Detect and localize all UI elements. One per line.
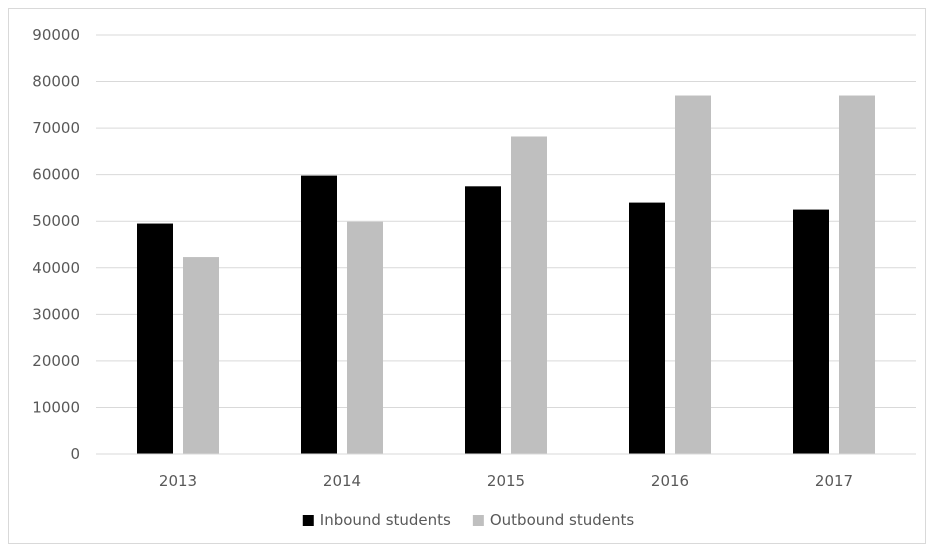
bar-outbound-students-2017 — [839, 95, 875, 455]
y-tick-label: 0 — [70, 445, 80, 463]
y-tick-label: 10000 — [32, 398, 80, 416]
bar-inbound-students-2013 — [137, 223, 173, 454]
bar-inbound-students-2015 — [465, 186, 501, 455]
bar-inbound-students-2014 — [301, 175, 337, 454]
y-tick-label: 60000 — [32, 166, 80, 184]
y-tick-label: 30000 — [32, 305, 80, 323]
bars — [137, 95, 875, 455]
legend-swatch-outbound-students — [472, 515, 484, 526]
bar-inbound-students-2017 — [793, 209, 829, 454]
bar-outbound-students-2014 — [347, 221, 383, 454]
legend: Inbound students Outbound students — [302, 511, 635, 529]
gridlines — [96, 34, 916, 408]
y-axis: 0 10000 20000 30000 40000 50000 60000 70000 8000… — [32, 26, 80, 463]
x-tick-label: 2013 — [159, 472, 197, 490]
x-tick-label: 2016 — [651, 472, 689, 490]
x-tick-label: 2014 — [323, 472, 361, 490]
x-tick-label: 2017 — [815, 472, 853, 490]
bar-inbound-students-2016 — [629, 202, 665, 454]
bar-outbound-students-2015 — [511, 136, 547, 455]
bar-outbound-students-2016 — [675, 95, 711, 455]
y-tick-label: 50000 — [32, 212, 80, 230]
y-tick-label: 80000 — [32, 73, 80, 91]
legend-label-outbound-students: Outbound students — [490, 511, 635, 529]
bar-outbound-students-2013 — [183, 257, 219, 454]
legend-swatch-inbound-students — [302, 515, 314, 526]
y-tick-label: 90000 — [32, 26, 80, 44]
y-tick-label: 20000 — [32, 352, 80, 370]
y-tick-label: 70000 — [32, 119, 80, 137]
legend-label-inbound-students: Inbound students — [320, 511, 451, 529]
x-tick-label: 2015 — [487, 472, 525, 490]
x-axis: 2013 2014 2015 2016 2017 — [159, 472, 853, 490]
y-tick-label: 40000 — [32, 259, 80, 277]
